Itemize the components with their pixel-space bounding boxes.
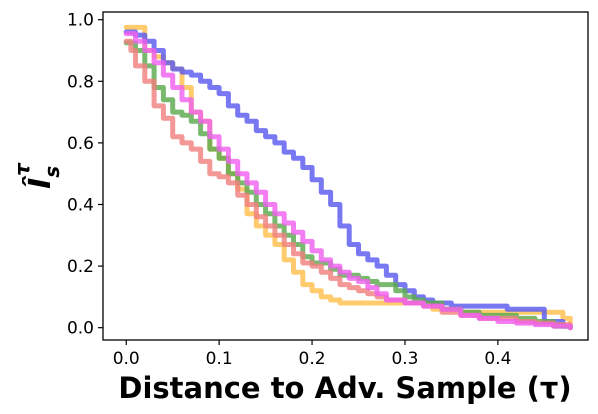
series-line-5: [123, 31, 573, 331]
y-tick-label: 0.6: [67, 134, 94, 154]
x-tick-label: 0.2: [299, 349, 326, 369]
plot-frame: [102, 11, 589, 341]
y-tick-label: 0.4: [67, 195, 94, 215]
y-tick-label: 1.0: [67, 11, 94, 31]
svg-text:Îsτ: Îsτ: [10, 162, 64, 189]
series-line-4: [123, 38, 573, 331]
x-tick-label: 0.3: [391, 349, 418, 369]
x-axis-ticks: 0.0 0.1 0.2 0.3 0.4: [113, 340, 511, 369]
y-tick-label: 0.8: [67, 72, 94, 92]
x-tick-label: 0.0: [113, 349, 140, 369]
x-tick-label: 0.1: [206, 349, 233, 369]
x-tick-label: 0.4: [484, 349, 511, 369]
y-axis-title-superscript: τ: [10, 162, 34, 176]
y-axis-title-main: Î: [22, 175, 58, 189]
y-axis-title-subscript: s: [40, 166, 64, 178]
y-axis-ticks: 0.0 0.2 0.4 0.6 0.8 1.0: [67, 11, 103, 339]
y-tick-label: 0.0: [67, 319, 94, 339]
y-axis-title: Îsτ: [10, 162, 64, 189]
x-axis-title: Distance to Adv. Sample (τ): [118, 371, 571, 405]
series-layer: [123, 24, 573, 331]
y-tick-label: 0.2: [67, 257, 94, 277]
